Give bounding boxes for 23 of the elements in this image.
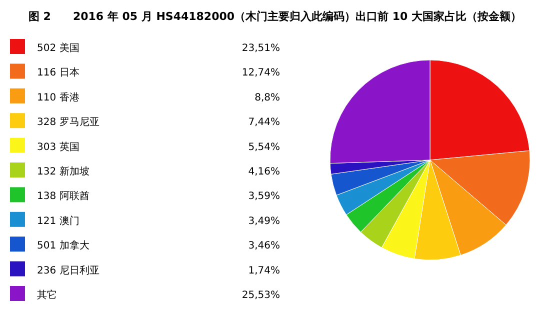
legend-label: 116 日本 (37, 66, 80, 79)
data-label: 1,74% (248, 265, 280, 276)
data-label: 3,49% (248, 216, 280, 227)
legend-label: 110 香港 (37, 91, 80, 104)
legend-label: 328 罗马尼亚 (37, 117, 100, 128)
legend-label: 132 新加坡 (37, 166, 90, 178)
legend-label: 其它 (37, 289, 57, 301)
legend-label: 303 英国 (37, 140, 80, 153)
chart-title: 图 2 2016 年 05 月 HS44182000（木门主要归入此编码）出口前 10 大国家占比（按金额） (28, 10, 522, 23)
legend-label: 138 阿联酋 (37, 190, 90, 202)
legend-label: 502 美国 (37, 42, 80, 54)
data-label: 25,53% (242, 290, 280, 301)
data-label: 7,44% (248, 117, 280, 128)
data-label: 3,59% (248, 191, 280, 202)
data-label: 12,74% (242, 68, 280, 79)
data-label: 4,16% (248, 166, 280, 178)
data-label: 23,51% (242, 43, 280, 54)
legend-label: 121 澳门 (37, 214, 80, 227)
legend-label: 501 加拿大 (37, 240, 90, 252)
data-label: 3,46% (248, 240, 280, 252)
data-label: 5,54% (248, 142, 280, 153)
legend-label: 236 尼日利亚 (37, 264, 100, 276)
data-label: 8,8% (254, 92, 280, 104)
